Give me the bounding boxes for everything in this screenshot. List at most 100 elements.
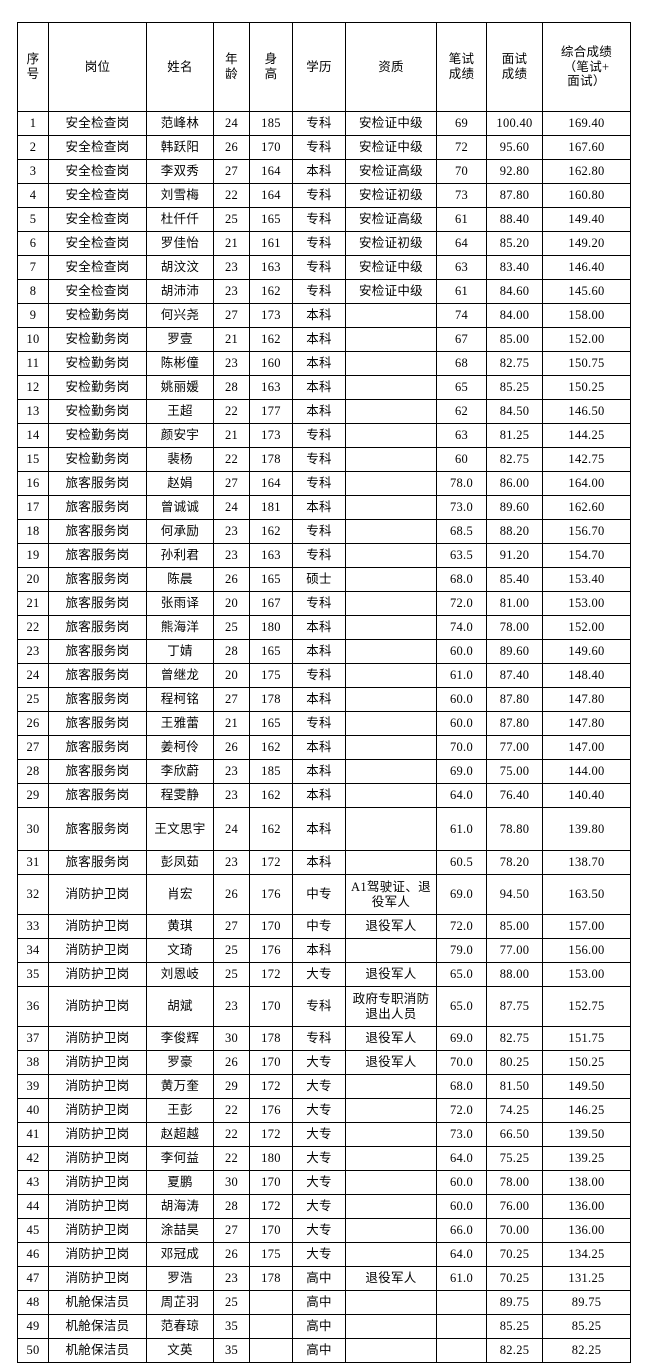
cell-index: 12: [17, 375, 49, 400]
cell-index: 29: [17, 783, 49, 808]
cell-height: 175: [249, 663, 293, 688]
cell-height: 163: [249, 255, 293, 280]
cell-index: 22: [17, 615, 49, 640]
cell-age: 25: [213, 962, 250, 987]
cell-education: 本科: [292, 783, 346, 808]
cell-name: 程柯铭: [146, 687, 214, 712]
cell-total: 162.80: [542, 159, 631, 184]
column-header-line: 身: [264, 52, 278, 67]
cell-education: 大专: [292, 1050, 346, 1075]
cell-interview: 86.00: [486, 471, 543, 496]
cell-index: 24: [17, 663, 49, 688]
cell-interview: 85.00: [486, 327, 543, 352]
cell-education: 高中: [292, 1314, 346, 1339]
cell-interview: 85.25: [486, 1314, 543, 1339]
header-row: 序号岗位 姓名年龄身高学历 资质 笔试 成绩 面试 成绩 综合成绩 （笔试+ 面试）: [17, 22, 631, 112]
table-row: 25 旅客服务岗 程柯铭 27 178 本科 60.0 87.80 147.80: [17, 687, 631, 712]
cell-written: [436, 1338, 487, 1363]
cell-index: 44: [17, 1194, 49, 1219]
cell-age: 22: [213, 1098, 250, 1123]
cell-total: 149.60: [542, 639, 631, 664]
cell-age: 26: [213, 1050, 250, 1075]
cell-position: 消防护卫岗: [48, 1074, 147, 1099]
cell-interview: 78.20: [486, 850, 543, 875]
table-row: 39 消防护卫岗 黄万奎 29 172 大专 68.0 81.50 149.50: [17, 1074, 631, 1099]
cell-age: 27: [213, 159, 250, 184]
cell-written: 70: [436, 159, 487, 184]
cell-total: 82.25: [542, 1338, 631, 1363]
cell-index: 28: [17, 759, 49, 784]
cell-name: 李何益: [146, 1146, 214, 1171]
table-row: 22 旅客服务岗 熊海洋 25 180 本科 74.0 78.00 152.00: [17, 615, 631, 640]
cell-height: 176: [249, 874, 293, 915]
column-header-line: （笔试+: [563, 59, 610, 74]
cell-interview: 75.00: [486, 759, 543, 784]
cell-qualification: A1驾驶证、退役军人: [345, 874, 437, 915]
cell-qualification: [345, 327, 437, 352]
cell-age: 20: [213, 663, 250, 688]
cell-name: 王彭: [146, 1098, 214, 1123]
cell-name: 罗豪: [146, 1050, 214, 1075]
cell-height: 173: [249, 303, 293, 328]
cell-qualification: [345, 375, 437, 400]
cell-height: 180: [249, 1146, 293, 1171]
cell-height: 172: [249, 1194, 293, 1219]
cell-height: 172: [249, 850, 293, 875]
cell-height: 178: [249, 687, 293, 712]
column-header-line: 高: [264, 67, 278, 81]
cell-index: 5: [17, 207, 49, 232]
table-row: 50 机舱保洁员 文英 35 高中 82.25 82.25: [17, 1338, 631, 1363]
cell-education: 专科: [292, 986, 346, 1027]
cell-education: 专科: [292, 423, 346, 448]
cell-total: 157.00: [542, 914, 631, 939]
cell-position: 旅客服务岗: [48, 519, 147, 544]
cell-total: 154.70: [542, 543, 631, 568]
cell-name: 裴杨: [146, 447, 214, 472]
cell-index: 32: [17, 874, 49, 915]
cell-age: 21: [213, 231, 250, 256]
cell-age: 22: [213, 1122, 250, 1147]
cell-index: 14: [17, 423, 49, 448]
cell-interview: 89.60: [486, 495, 543, 520]
cell-position: 安全检查岗: [48, 183, 147, 208]
cell-qualification: 安检证中级: [345, 255, 437, 280]
cell-written: 63.5: [436, 543, 487, 568]
cell-age: 26: [213, 1242, 250, 1267]
cell-education: 本科: [292, 735, 346, 760]
cell-age: 27: [213, 1218, 250, 1243]
cell-name: 曾继龙: [146, 663, 214, 688]
cell-interview: 89.60: [486, 639, 543, 664]
cell-total: 149.20: [542, 231, 631, 256]
cell-name: 范峰林: [146, 111, 214, 136]
cell-written: 78.0: [436, 471, 487, 496]
cell-index: 45: [17, 1218, 49, 1243]
cell-position: 消防护卫岗: [48, 1242, 147, 1267]
table-row: 42 消防护卫岗 李何益 22 180 大专 64.0 75.25 139.25: [17, 1146, 631, 1171]
cell-total: 145.60: [542, 279, 631, 304]
cell-qualification: 退役军人: [345, 1026, 437, 1051]
cell-height: 178: [249, 1266, 293, 1291]
cell-index: 18: [17, 519, 49, 544]
cell-age: 27: [213, 914, 250, 939]
recruitment-results-table: 序号岗位 姓名年龄身高学历 资质 笔试 成绩 面试 成绩 综合成绩 （笔试+ 面试） 1 安全检查岗…: [17, 22, 631, 1363]
cell-name: 丁婧: [146, 639, 214, 664]
cell-total: 167.60: [542, 135, 631, 160]
table-row: 6 安全检查岗 罗佳怡 21 161 专科 安检证初级 64 85.20 149.20: [17, 231, 631, 256]
cell-index: 25: [17, 687, 49, 712]
cell-education: 专科: [292, 519, 346, 544]
cell-position: 旅客服务岗: [48, 687, 147, 712]
cell-height: 170: [249, 1050, 293, 1075]
cell-total: 150.25: [542, 1050, 631, 1075]
cell-age: 30: [213, 1170, 250, 1195]
column-header-line: 面试）: [567, 74, 606, 89]
cell-interview: 80.25: [486, 1050, 543, 1075]
cell-position: 旅客服务岗: [48, 615, 147, 640]
cell-education: 大专: [292, 1218, 346, 1243]
cell-age: 22: [213, 399, 250, 424]
cell-interview: 95.60: [486, 135, 543, 160]
cell-interview: 100.40: [486, 111, 543, 136]
column-header-education: 学历: [292, 22, 346, 112]
cell-education: 专科: [292, 591, 346, 616]
cell-qualification: 安检证中级: [345, 279, 437, 304]
cell-index: 9: [17, 303, 49, 328]
